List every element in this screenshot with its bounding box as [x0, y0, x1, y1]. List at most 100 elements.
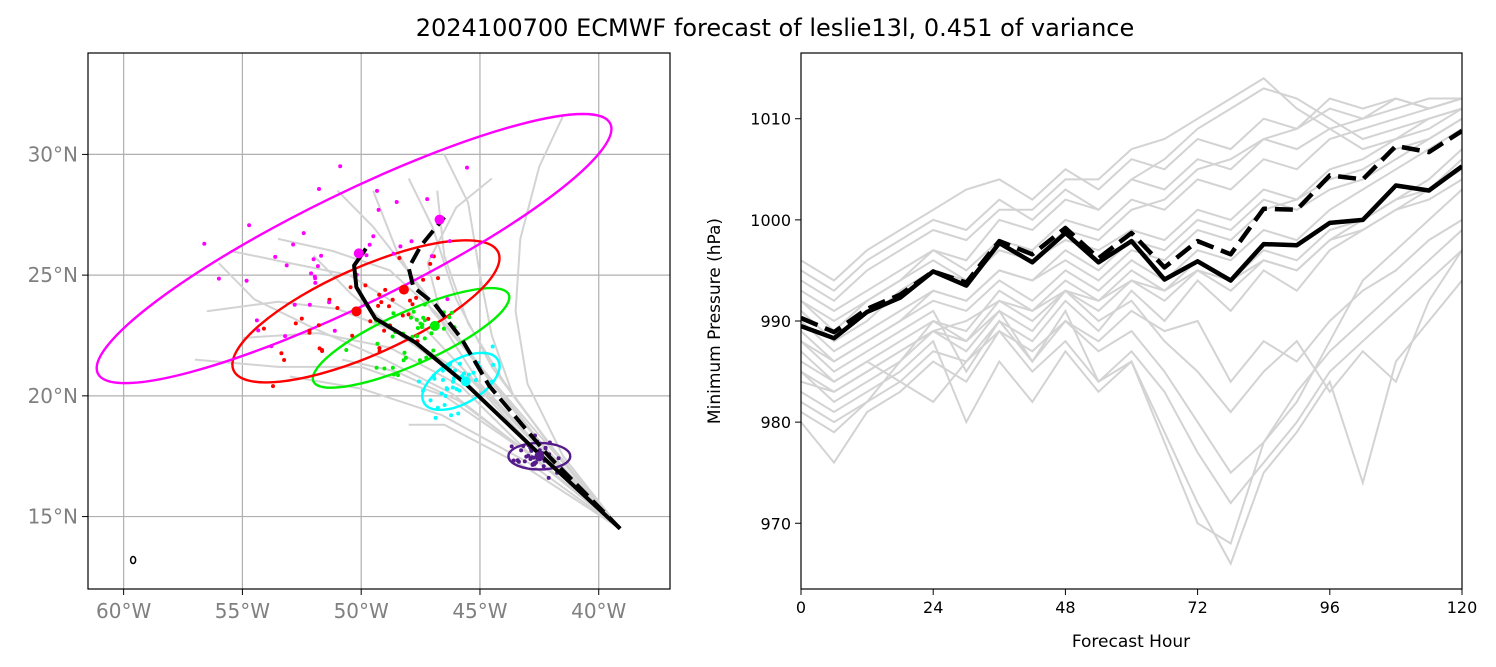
pressure-tick-label-x: 0: [796, 598, 806, 617]
cluster-point-magenta: [394, 200, 399, 204]
cluster-point-magenta: [448, 239, 452, 244]
cluster-point-purple: [541, 464, 546, 469]
cluster-point-purple: [522, 459, 527, 464]
member-line: [801, 148, 1462, 393]
cluster-point-green: [390, 365, 395, 370]
cluster-point-green: [344, 348, 349, 352]
cluster-point-magenta: [301, 231, 306, 236]
cluster-point-magenta: [247, 223, 252, 228]
cluster-point-cyan: [471, 370, 476, 375]
cluster-point-red: [350, 333, 355, 338]
island-outline: [129, 555, 137, 565]
member-line: [801, 178, 1462, 404]
cluster-point-cyan: [474, 378, 478, 382]
cluster-point-magenta: [376, 207, 381, 212]
cluster-point-cyan: [439, 391, 444, 396]
cluster-point-magenta: [309, 271, 314, 276]
cluster-point-green: [422, 302, 427, 307]
map-grid: [88, 53, 670, 589]
cluster-point-red: [383, 287, 388, 292]
cluster-point-red: [317, 346, 322, 351]
cluster-point-magenta: [269, 344, 274, 349]
cluster-points: [202, 164, 561, 480]
cluster-mean-marker: [429, 320, 440, 331]
cluster-point-green: [424, 355, 429, 360]
cluster-point-cyan: [450, 385, 455, 390]
cluster-point-magenta: [409, 239, 414, 244]
cluster-point-cyan: [466, 372, 471, 377]
cluster-point-red: [363, 283, 368, 288]
map-tick-label-y: 25°N: [28, 263, 78, 287]
cluster-point-green: [403, 355, 408, 360]
cluster-point-purple: [529, 455, 534, 460]
cluster-point-purple: [521, 444, 526, 448]
cluster-point-magenta: [313, 276, 318, 281]
cluster-point-magenta: [445, 297, 450, 302]
cluster-point-cyan: [435, 405, 440, 410]
member-line: [801, 97, 1462, 282]
cluster-point-magenta: [291, 242, 296, 247]
cluster-point-red: [293, 321, 298, 326]
member-line: [801, 107, 1462, 343]
cluster-point-cyan: [449, 413, 454, 418]
cluster-point-cyan: [490, 379, 494, 384]
pressure-tick-label-y: 980: [760, 413, 791, 432]
cluster-point-green: [449, 310, 454, 315]
cluster-point-red: [335, 306, 340, 310]
member-line: [801, 127, 1462, 363]
cluster-point-cyan: [451, 379, 455, 384]
pressure-panel: 0 24 48 72 96 120 970 980 990 1000 1010 Forecast H…: [705, 52, 1477, 652]
cluster-point-green: [390, 334, 395, 339]
cluster-point-purple: [547, 440, 552, 445]
pressure-tick-label-y: 1010: [750, 110, 791, 129]
map-tick-label-y: 15°N: [28, 505, 78, 529]
cluster-point-green: [402, 350, 407, 355]
cluster-point-green: [415, 326, 420, 330]
pressure-tick-label-y: 1000: [750, 211, 791, 230]
cluster-mean-marker: [353, 248, 364, 259]
member-line: [801, 77, 1462, 303]
cluster-point-green: [414, 317, 419, 322]
ensemble-track: [341, 358, 621, 530]
pressure-tick-label-x: 72: [1187, 598, 1207, 617]
member-line: [801, 97, 1462, 313]
cluster-mean-marker: [351, 306, 362, 317]
cluster-point-cyan: [440, 368, 445, 373]
cluster-point-green: [417, 358, 422, 363]
cluster-point-red: [282, 358, 287, 362]
cluster-point-red: [307, 330, 312, 335]
cluster-mean-markers: [351, 214, 545, 462]
cluster-point-magenta: [375, 188, 379, 193]
cluster-point-red: [410, 302, 415, 307]
member-line: [801, 279, 1462, 567]
cluster-point-cyan: [428, 398, 433, 403]
cluster-point-red: [436, 276, 440, 281]
cluster-point-green: [429, 331, 434, 336]
ensemble-track: [242, 332, 621, 530]
mean-lines: [801, 129, 1462, 341]
pressure-xlabel: Forecast Hour: [1072, 632, 1190, 652]
cluster-point-red: [377, 349, 382, 354]
cluster-point-purple: [556, 456, 561, 461]
cluster-point-red: [390, 297, 395, 302]
cluster-point-cyan: [445, 387, 450, 392]
cluster-point-green: [422, 336, 427, 341]
cluster-point-red: [379, 300, 384, 305]
cluster-point-green: [447, 315, 452, 320]
cluster-point-red: [348, 285, 353, 290]
member-line: [801, 168, 1462, 404]
cluster-point-magenta: [332, 328, 337, 333]
cluster-point-magenta: [254, 318, 259, 323]
cluster-ellipse-green: [311, 286, 511, 389]
mean-tracks: [352, 215, 622, 531]
cluster-ellipses: [95, 112, 613, 471]
cluster-point-magenta: [425, 197, 430, 202]
map-plot-area: [95, 112, 622, 565]
cluster-point-purple: [533, 460, 538, 465]
cluster-point-green: [374, 365, 379, 370]
cluster-point-cyan: [442, 403, 447, 407]
cluster-ellipse-red: [231, 239, 501, 384]
cluster-point-green: [391, 311, 396, 316]
ensemble-track: [289, 375, 621, 530]
member-lines: [801, 77, 1462, 567]
